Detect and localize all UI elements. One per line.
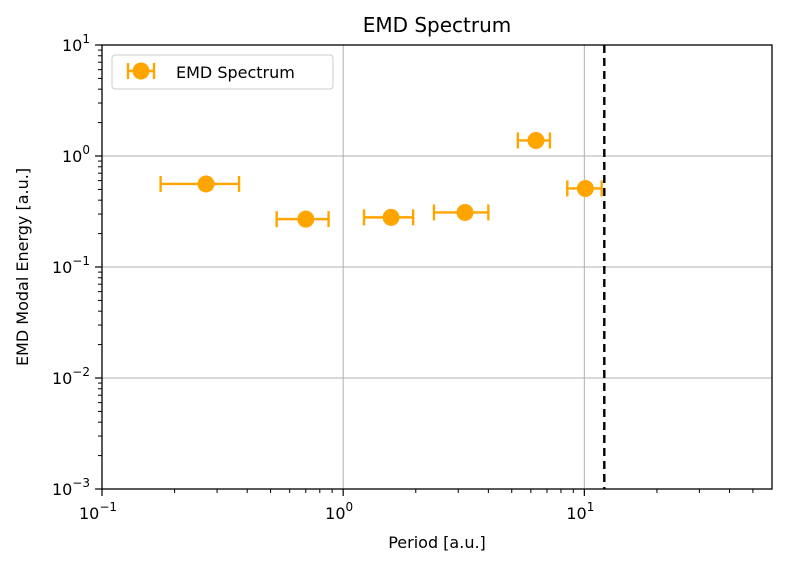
data-point-group (362, 208, 415, 226)
data-point (576, 179, 594, 197)
data-point-group (566, 179, 603, 197)
x-tick-label-exponent: 0 (346, 500, 354, 514)
data-layer (159, 131, 603, 228)
legend-box (111, 54, 334, 90)
x-tick-label-exponent: −1 (99, 500, 117, 514)
chart-title: EMD Spectrum (363, 13, 512, 37)
y-tick-label-exponent: 0 (82, 143, 90, 157)
data-point (297, 210, 315, 228)
legend-label: EMD Spectrum (176, 63, 295, 82)
data-point (197, 175, 215, 193)
minor-ticks (98, 49, 754, 493)
data-point-group (275, 210, 330, 228)
major-ticks (95, 44, 585, 496)
y-axis-label: EMD Modal Energy [a.u.] (13, 168, 32, 366)
data-point-group (516, 131, 552, 149)
y-tick-label-exponent: 1 (82, 32, 90, 46)
x-tick-label-exponent: 1 (587, 500, 595, 514)
legend: EMD Spectrum (111, 54, 334, 90)
data-point-group (432, 203, 490, 221)
x-axis-label: Period [a.u.] (388, 533, 486, 552)
legend-dot (132, 62, 150, 80)
data-point (382, 208, 400, 226)
y-tick-label-exponent: −1 (72, 254, 90, 268)
y-tick-label-exponent: −2 (72, 365, 90, 379)
data-point (456, 203, 474, 221)
data-point-group (159, 175, 241, 193)
data-point (527, 131, 545, 149)
plot-frame (101, 44, 773, 490)
y-tick-label-exponent: −3 (72, 476, 90, 490)
legend-marker (126, 62, 156, 80)
